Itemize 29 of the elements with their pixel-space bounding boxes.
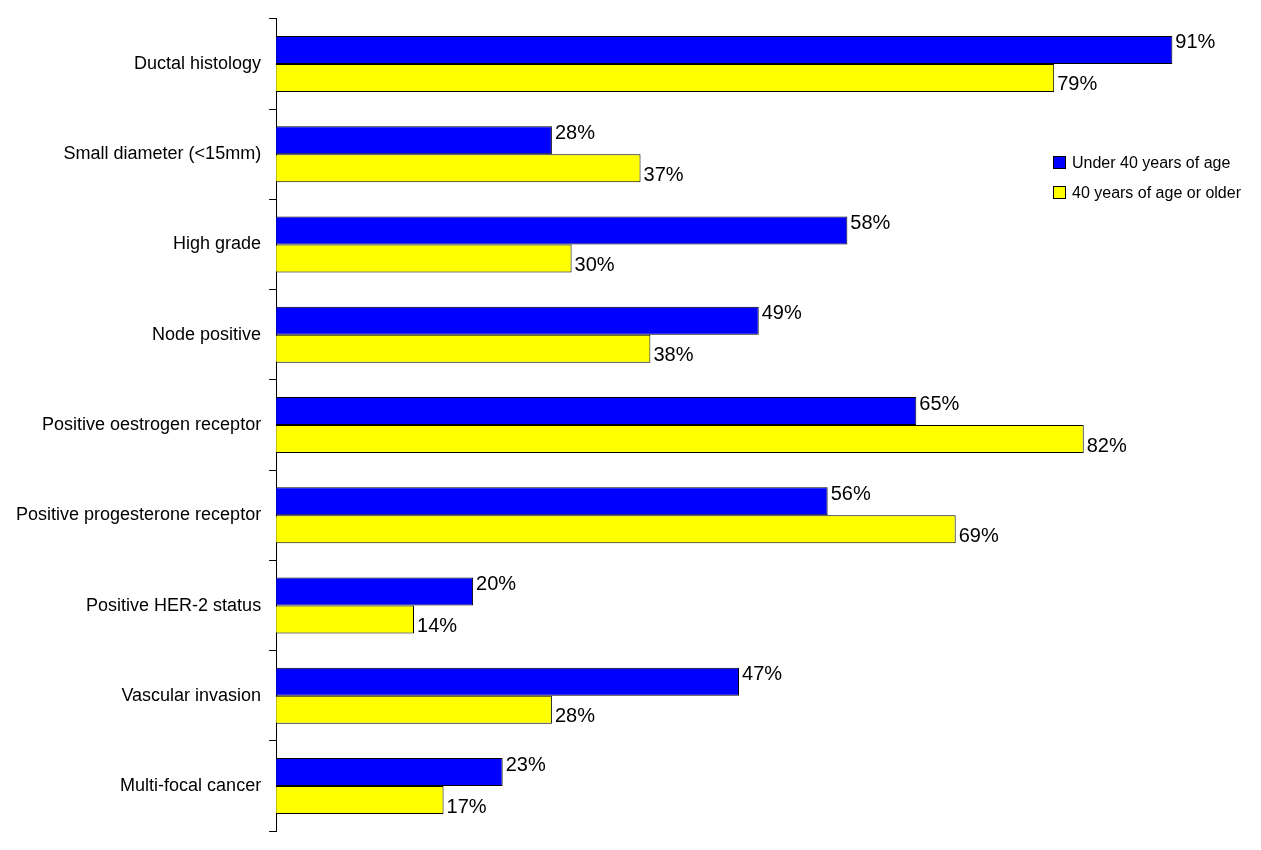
data-label: 30% <box>574 252 615 275</box>
data-label: 14% <box>417 614 458 637</box>
data-label: 56% <box>830 481 871 504</box>
legend-label: 40 years of age or older <box>1072 183 1241 202</box>
data-label: 20% <box>476 572 517 595</box>
y-tick-label: Multi-focal cancer <box>120 775 262 796</box>
data-label: 28% <box>554 704 596 727</box>
y-tick-label: Positive progesterone receptor <box>16 504 262 525</box>
data-label: 69% <box>958 523 999 546</box>
y-tick-label: High grade <box>173 233 262 254</box>
y-tick-label: Ductal histology <box>134 52 262 73</box>
data-label: 49% <box>761 301 802 324</box>
data-label: 47% <box>742 662 783 685</box>
data-label: 79% <box>1057 72 1098 95</box>
legend-label: Under 40 years of age <box>1072 153 1231 172</box>
y-tick-label: Positive HER-2 status <box>86 594 262 615</box>
y-tick-label: Node positive <box>152 323 262 344</box>
data-label: 58% <box>850 210 891 233</box>
y-tick-label: Positive oestrogen receptor <box>42 413 262 434</box>
data-label: 37% <box>643 162 684 185</box>
data-label: 82% <box>1086 433 1127 456</box>
y-tick-label: Vascular invasion <box>121 684 262 705</box>
data-label: 65% <box>919 391 960 414</box>
y-tick-label: Small diameter (<15mm) <box>63 143 262 164</box>
data-label: 17% <box>446 794 487 817</box>
data-label: 23% <box>505 752 546 775</box>
data-label: 38% <box>653 343 694 366</box>
data-label: 28% <box>554 120 596 143</box>
data-label: 91% <box>1175 30 1216 53</box>
